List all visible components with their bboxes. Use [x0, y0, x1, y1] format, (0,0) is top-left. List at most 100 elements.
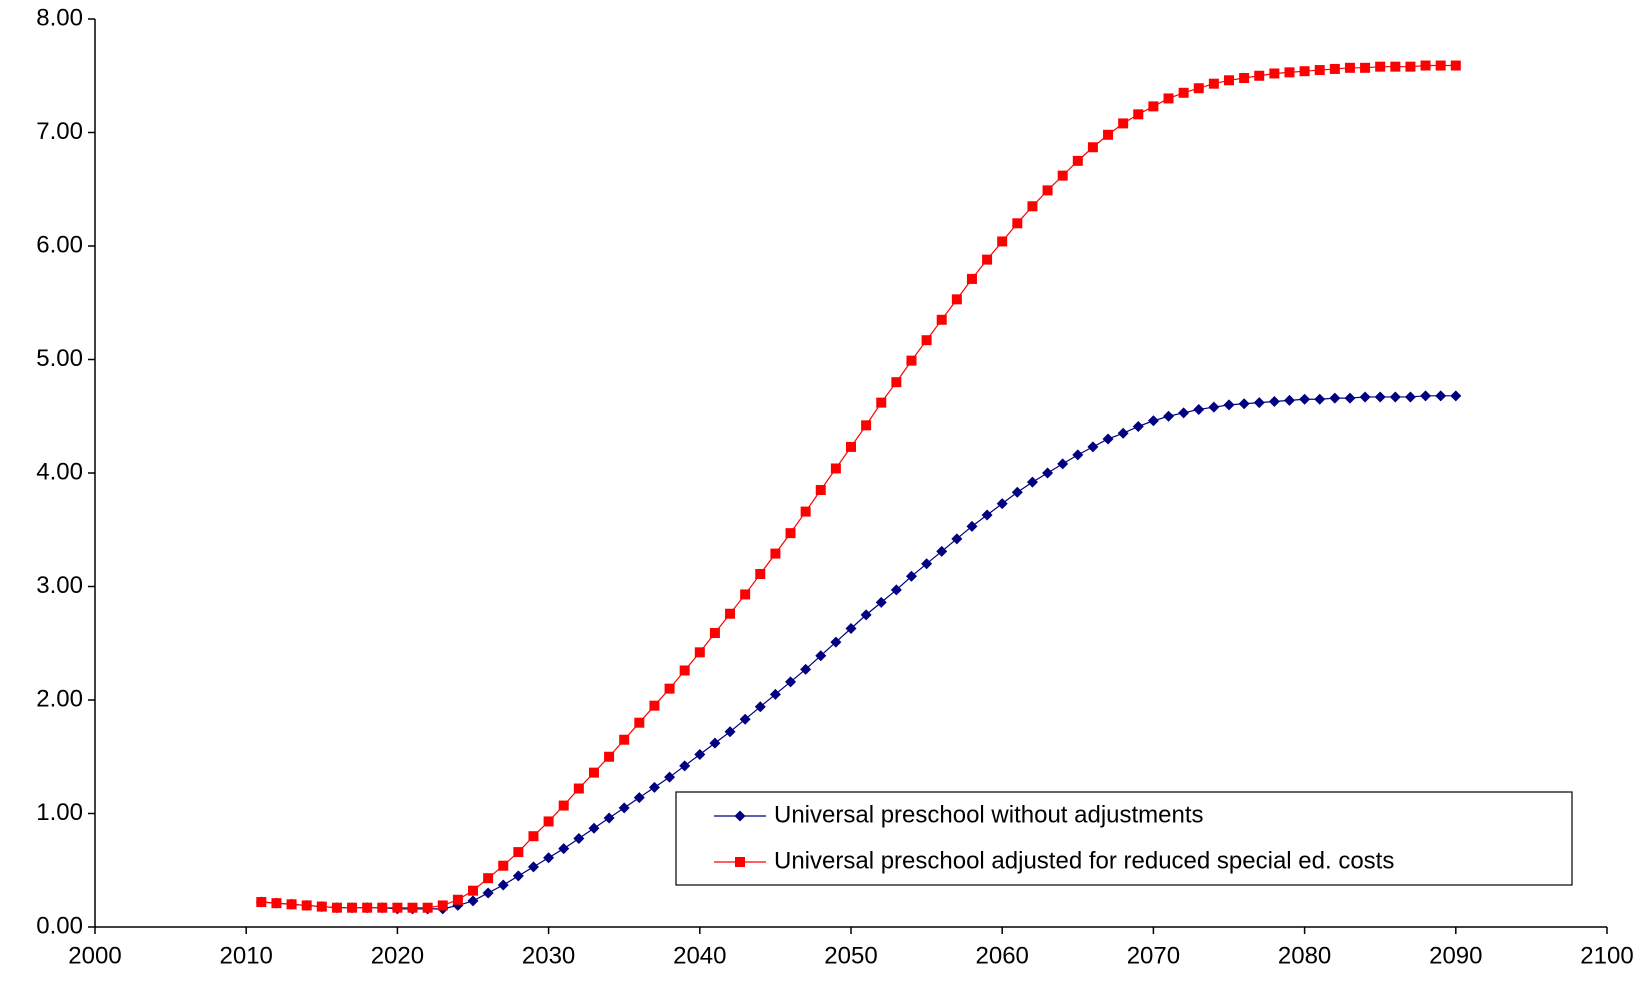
- marker: [725, 608, 736, 619]
- marker: [966, 273, 977, 284]
- marker: [664, 771, 676, 783]
- marker: [1148, 101, 1159, 112]
- marker: [1042, 467, 1054, 479]
- marker: [1087, 142, 1098, 153]
- y-tick-label: 5.00: [36, 345, 83, 372]
- x-tick-label: 2100: [1580, 942, 1633, 969]
- series-line: [261, 64, 1456, 909]
- x-tick-label: 2030: [522, 942, 575, 969]
- y-tick-label: 2.00: [36, 685, 83, 712]
- legend-label: Universal preschool without adjustments: [774, 801, 1204, 828]
- marker: [1223, 399, 1235, 411]
- marker: [1299, 66, 1310, 77]
- marker: [905, 570, 917, 582]
- marker: [876, 397, 887, 408]
- marker: [1329, 392, 1341, 404]
- marker: [649, 700, 660, 711]
- marker: [1375, 61, 1386, 72]
- marker: [1087, 441, 1099, 453]
- marker: [1163, 410, 1175, 422]
- marker: [1238, 398, 1250, 410]
- marker: [1253, 397, 1265, 409]
- marker: [734, 810, 746, 822]
- marker: [407, 902, 418, 913]
- marker: [648, 781, 660, 793]
- marker: [1103, 129, 1114, 140]
- marker: [543, 852, 555, 864]
- y-tick-label: 4.00: [36, 458, 83, 485]
- marker: [1450, 60, 1461, 71]
- marker: [1360, 62, 1371, 73]
- marker: [527, 861, 539, 873]
- marker: [785, 528, 796, 539]
- marker: [1405, 61, 1416, 72]
- marker: [1011, 486, 1023, 498]
- marker: [890, 584, 902, 596]
- marker: [377, 902, 388, 913]
- marker: [679, 760, 691, 772]
- marker: [1193, 83, 1204, 94]
- marker: [1178, 407, 1190, 419]
- marker: [588, 822, 600, 834]
- marker: [800, 663, 812, 675]
- x-tick-label: 2050: [824, 942, 877, 969]
- marker: [316, 901, 327, 912]
- x-tick-label: 2060: [976, 942, 1029, 969]
- marker: [815, 650, 827, 662]
- marker: [1239, 73, 1250, 84]
- marker: [1390, 61, 1401, 72]
- marker: [1193, 403, 1205, 415]
- x-tick-label: 2000: [68, 942, 121, 969]
- marker: [860, 609, 872, 621]
- marker: [286, 899, 297, 910]
- marker: [1344, 392, 1356, 404]
- marker: [664, 683, 675, 694]
- marker: [558, 843, 570, 855]
- marker: [982, 254, 993, 265]
- marker: [694, 748, 706, 760]
- y-tick-label: 3.00: [36, 572, 83, 599]
- marker: [483, 873, 494, 884]
- marker: [679, 665, 690, 676]
- marker: [1072, 449, 1084, 461]
- marker: [694, 647, 705, 658]
- marker: [1268, 395, 1280, 407]
- marker: [271, 898, 282, 909]
- marker: [1208, 78, 1219, 89]
- marker: [966, 520, 978, 532]
- marker: [1435, 390, 1447, 402]
- marker: [1224, 75, 1234, 86]
- marker: [1117, 427, 1129, 439]
- marker: [936, 314, 947, 325]
- marker: [1374, 391, 1386, 403]
- marker: [906, 355, 917, 366]
- y-tick-label: 0.00: [36, 912, 83, 939]
- y-tick-label: 1.00: [36, 799, 83, 826]
- marker: [633, 792, 645, 804]
- marker: [1163, 93, 1174, 104]
- marker: [739, 713, 751, 725]
- marker: [513, 847, 524, 858]
- marker: [724, 726, 736, 738]
- y-tick-label: 8.00: [36, 4, 83, 31]
- x-tick-label: 2080: [1278, 942, 1331, 969]
- marker: [830, 463, 841, 474]
- y-tick-label: 6.00: [36, 231, 83, 258]
- marker: [769, 688, 781, 700]
- marker: [422, 902, 433, 913]
- marker: [785, 676, 797, 688]
- marker: [362, 902, 373, 913]
- marker: [1299, 393, 1311, 405]
- marker: [1254, 70, 1265, 81]
- marker: [1283, 394, 1295, 406]
- marker: [1420, 60, 1431, 71]
- marker: [468, 885, 478, 896]
- marker: [1404, 391, 1416, 403]
- marker: [482, 887, 494, 899]
- marker: [573, 832, 585, 844]
- x-tick-label: 2090: [1429, 942, 1482, 969]
- marker: [1072, 155, 1083, 166]
- marker: [618, 802, 630, 814]
- marker: [619, 734, 630, 745]
- marker: [921, 558, 933, 570]
